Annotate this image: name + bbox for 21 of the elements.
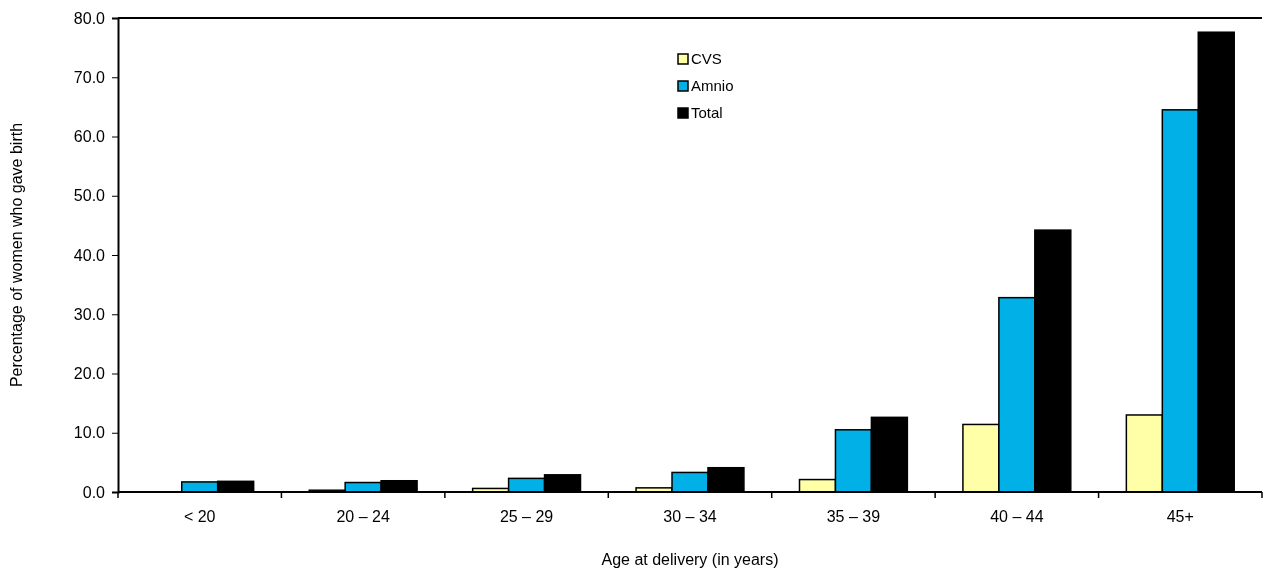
legend-label: CVS — [691, 50, 722, 67]
y-tick-label: 60.0 — [73, 128, 106, 146]
x-tick-label: 25 – 29 — [499, 508, 554, 525]
x-tick-label: 40 – 44 — [990, 508, 1044, 525]
y-tick-label: 80.0 — [73, 9, 106, 27]
y-axis-title: Percentage of women who gave birth — [8, 122, 25, 388]
y-tick-label: 30.0 — [73, 305, 106, 323]
x-tick-label: 30 – 34 — [663, 508, 717, 525]
legend-label: Amnio — [691, 77, 734, 94]
y-tick-label: 0.0 — [82, 483, 106, 501]
y-tick-label: 70.0 — [73, 68, 106, 86]
x-axis-title: Age at delivery (in years) — [601, 551, 779, 568]
x-tick-label: 35 – 39 — [826, 508, 881, 525]
x-tick-label: 45+ — [1166, 508, 1194, 525]
y-tick-label: 50.0 — [73, 187, 106, 205]
x-tick-label: 20 – 24 — [336, 508, 390, 525]
y-tick-label: 20.0 — [73, 365, 106, 383]
legend-label: Total — [691, 104, 723, 121]
y-tick-label: 10.0 — [73, 424, 106, 442]
x-tick-label: < 20 — [183, 508, 216, 525]
y-tick-label: 40.0 — [73, 246, 106, 264]
